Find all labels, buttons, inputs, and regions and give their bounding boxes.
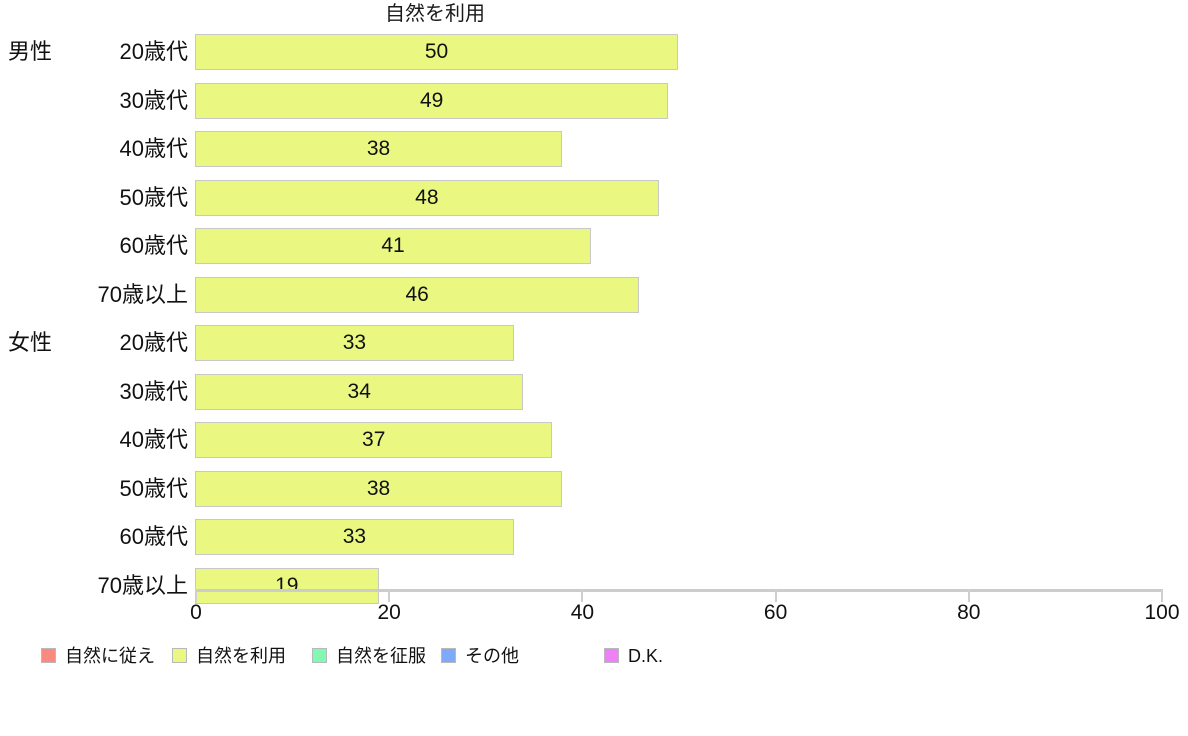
legend-label: その他 xyxy=(465,646,519,666)
x-axis-tick-label: 20 xyxy=(377,601,401,624)
y-axis-group-label: 女性 xyxy=(8,330,53,355)
legend-label: 自然に従え xyxy=(65,646,155,666)
chart-legend: 自然に従え 自然を利用 自然を征服 その他 D.K. xyxy=(0,643,1188,669)
x-axis-tick xyxy=(388,589,391,602)
legend-swatch-icon xyxy=(41,648,56,663)
legend-swatch-icon xyxy=(312,648,327,663)
bar-row: 33 xyxy=(195,513,1161,562)
bar[interactable] xyxy=(195,325,514,361)
x-axis-line xyxy=(195,589,1162,592)
y-axis-category-label: 女性 20歳代 xyxy=(0,329,188,357)
bar-row: 48 xyxy=(195,174,1161,223)
y-axis-age-label: 50歳代 xyxy=(119,475,188,501)
bar[interactable] xyxy=(195,519,514,555)
bar[interactable] xyxy=(195,34,678,70)
bar-row: 19 xyxy=(195,562,1161,611)
y-axis-category-label: 30歳代 xyxy=(0,87,188,115)
y-axis-age-label: 60歳代 xyxy=(119,233,188,258)
y-axis-age-label: 70歳以上 xyxy=(97,572,188,598)
bar-row: 37 xyxy=(195,416,1161,465)
y-axis-category-label: 60歳代 xyxy=(0,523,188,551)
y-axis-age-label: 40歳代 xyxy=(119,427,188,452)
bar-row: 41 xyxy=(195,222,1161,271)
bar[interactable] xyxy=(195,373,524,410)
y-axis-age-label: 30歳代 xyxy=(119,378,188,404)
y-axis-category-label: 男性 20歳代 xyxy=(0,38,188,66)
bar-row: 34 xyxy=(195,368,1161,417)
bar-row: 38 xyxy=(195,465,1161,514)
bar-row: 49 xyxy=(195,77,1161,126)
y-axis-age-label: 60歳代 xyxy=(119,524,188,549)
bar[interactable] xyxy=(195,131,563,167)
bar-row: 46 xyxy=(195,271,1161,320)
bar[interactable] xyxy=(195,567,379,604)
bar[interactable] xyxy=(195,276,640,313)
bar[interactable] xyxy=(195,82,669,119)
bar-row: 50 xyxy=(195,28,1161,77)
legend-label: 自然を利用 xyxy=(196,646,286,666)
y-axis-age-label: 40歳代 xyxy=(119,136,188,161)
x-axis-tick xyxy=(581,589,584,602)
x-axis-tick-label: 60 xyxy=(763,601,788,624)
x-axis-tick-label: 40 xyxy=(570,601,595,624)
y-axis-category-label: 50歳代 xyxy=(0,475,188,503)
y-axis-category-label: 30歳代 xyxy=(0,378,188,406)
bar[interactable] xyxy=(195,470,563,507)
legend-swatch-icon xyxy=(604,648,619,663)
x-axis-tick xyxy=(195,589,197,602)
x-axis-tick xyxy=(967,589,970,602)
y-axis-category-label: 50歳代 xyxy=(0,184,188,212)
y-axis-category-label: 70歳以上 xyxy=(0,572,188,600)
y-axis-age-label: 70歳以上 xyxy=(97,281,188,307)
chart-title: 自然を利用 xyxy=(385,3,485,25)
bar-row: 38 xyxy=(195,125,1161,174)
y-axis-group-label: 男性 xyxy=(8,39,53,64)
plot-area: 50 49 38 48 41 46 33 34 37 38 33 19 xyxy=(195,28,1161,604)
bar[interactable] xyxy=(195,422,553,458)
legend-swatch-icon xyxy=(441,648,456,663)
x-axis-tick-label: 100 xyxy=(1144,601,1180,624)
y-axis-age-label: 20歳代 xyxy=(119,330,188,355)
legend-label: D.K. xyxy=(628,646,664,666)
x-axis-tick xyxy=(1161,589,1163,602)
y-axis-category-label: 40歳代 xyxy=(0,426,188,454)
y-axis-category-label: 70歳以上 xyxy=(0,281,188,309)
x-axis-tick-label: 0 xyxy=(190,601,202,624)
bar-row: 33 xyxy=(195,319,1161,368)
y-axis-category-label: 60歳代 xyxy=(0,232,188,260)
legend-swatch-icon xyxy=(172,648,187,663)
y-axis-age-label: 20歳代 xyxy=(119,39,188,64)
bar[interactable] xyxy=(195,179,659,216)
legend-label: 自然を征服 xyxy=(336,646,426,666)
y-axis-age-label: 30歳代 xyxy=(119,87,188,113)
bar[interactable] xyxy=(195,228,592,264)
y-axis-age-label: 50歳代 xyxy=(119,184,188,210)
x-axis-tick xyxy=(774,589,777,602)
x-axis-tick-label: 80 xyxy=(957,601,981,624)
y-axis-category-label: 40歳代 xyxy=(0,135,188,163)
